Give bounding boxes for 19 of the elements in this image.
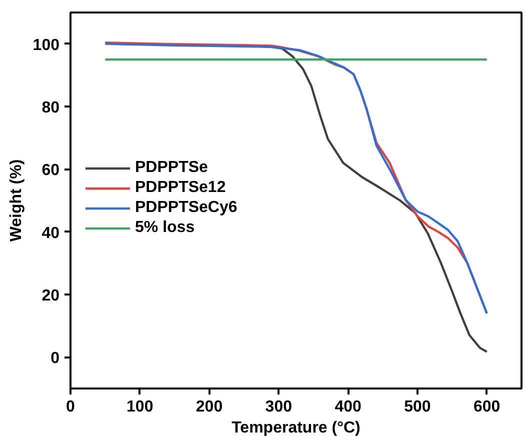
x-tick-label: 300: [265, 398, 292, 416]
x-tick-label: 400: [334, 398, 362, 416]
y-tick-label: 40: [42, 224, 60, 242]
legend-label: PDPPTSeCy6: [135, 199, 238, 217]
y-tick-label: 60: [42, 162, 60, 180]
y-tick-label: 80: [42, 100, 60, 116]
x-tick-label: 200: [196, 398, 223, 416]
x-tick-label: 500: [404, 398, 431, 416]
x-tick-label: 600: [473, 398, 500, 416]
x-axis-title: Temperature (°C): [232, 420, 360, 436]
y-tick-label: 0: [50, 350, 60, 368]
y-tick-label: 100: [32, 36, 60, 54]
x-tick-label: 0: [66, 398, 76, 416]
legend-label: PDPPTSe: [135, 159, 208, 177]
y-tick-label: 20: [42, 288, 60, 304]
legend-label: 5% loss: [135, 219, 195, 237]
x-tick-label: 100: [126, 398, 154, 416]
legend-label: PDPPTSe12: [135, 179, 226, 197]
y-axis-title: Weight (%): [8, 159, 25, 242]
